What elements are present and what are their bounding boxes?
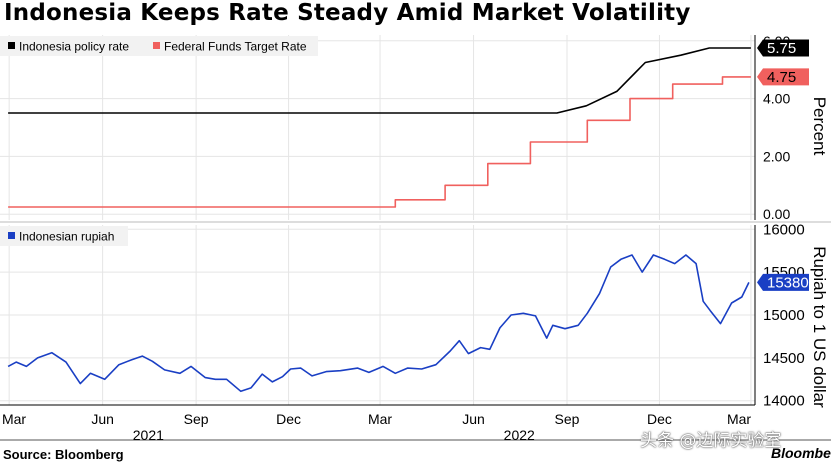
series-line-indonesian-rupiah: [7, 254, 750, 393]
watermark: 头条 @边际实验室: [640, 431, 782, 451]
legend-label-fed: Federal Funds Target Rate: [164, 40, 307, 54]
last-value-tags: 5.75 4.75 15380: [757, 39, 809, 291]
last-value-tag: [757, 39, 809, 57]
x-tick-label: Mar: [727, 411, 751, 427]
x-tick-label: Mar: [2, 411, 26, 427]
y-tick-label: 14500: [763, 350, 805, 367]
series-lines: [7, 47, 751, 393]
x-tick-labels: Mar Jun Sep Dec Mar Jun Sep Dec Mar 2021 2022: [2, 411, 751, 443]
y-tick-labels: 0.002.004.006.00140001450015000155001600…: [763, 33, 805, 410]
y-tick-label: 0.00: [763, 206, 790, 222]
legend-swatch-rupiah: [8, 232, 15, 239]
series-line-indonesia-policy-rate: [8, 47, 751, 114]
series-line-federal-funds-target-rate: [8, 76, 751, 208]
x-year-label: 2022: [504, 427, 535, 443]
top-gridlines: [0, 35, 755, 220]
x-tick-label: Dec: [647, 411, 672, 427]
x-tick-label: Jun: [462, 411, 485, 427]
legend-label-rupiah: Indonesian rupiah: [19, 230, 114, 244]
y-tick-label: 14000: [763, 393, 805, 410]
x-tick-label: Jun: [91, 411, 114, 427]
bloomberg-logo: Bloomberg: [771, 445, 831, 461]
x-tick-label: Mar: [368, 411, 392, 427]
chart-title: Indonesia Keeps Rate Steady Amid Market …: [4, 0, 691, 26]
source-note: Source: Bloomberg: [3, 447, 124, 462]
axes-frame: [0, 35, 831, 441]
legend-bg-bottom: [0, 226, 128, 246]
y-tick-label: 16000: [763, 221, 805, 238]
legend-label-policy: Indonesia policy rate: [19, 40, 129, 54]
last-value-tag: [757, 273, 809, 291]
x-year-label: 2021: [133, 427, 164, 443]
last-value-label: 4.75: [767, 69, 796, 86]
x-tick-label: Dec: [276, 411, 301, 427]
last-value-tag: [757, 68, 809, 86]
bottom-gridlines: [0, 225, 755, 405]
y-tick-label: 4.00: [763, 91, 790, 107]
y-tick-label: 15000: [763, 307, 805, 324]
legend-swatch-fed: [153, 42, 160, 49]
last-value-label: 15380: [767, 274, 809, 291]
x-tick-label: Sep: [555, 411, 580, 427]
y-axis-title-top: Percent: [810, 97, 829, 156]
last-value-label: 5.75: [767, 40, 796, 57]
x-tick-label: Sep: [184, 411, 209, 427]
legend-swatch-policy: [8, 42, 15, 49]
y-axis-title-bottom: Rupiah to 1 US dollar: [810, 246, 829, 408]
y-tick-label: 2.00: [763, 148, 790, 164]
